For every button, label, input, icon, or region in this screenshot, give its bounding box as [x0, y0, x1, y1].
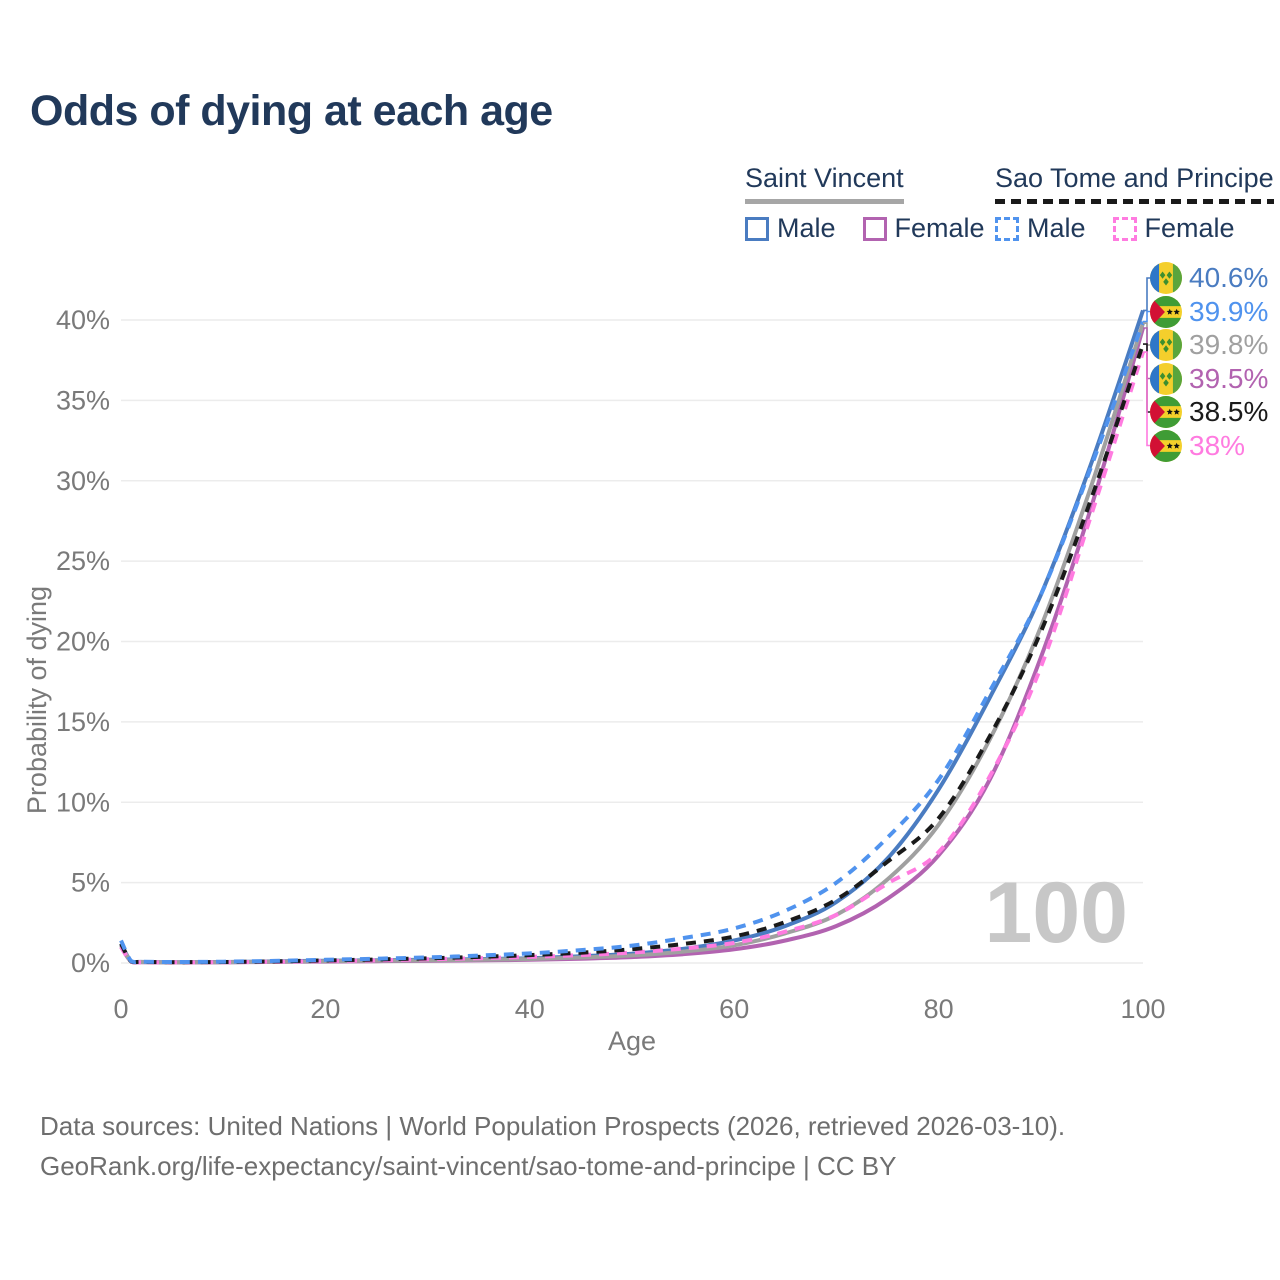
legend-label-female[interactable]: Female — [1144, 213, 1235, 243]
checkbox-saint-vincent-male[interactable] — [745, 216, 769, 241]
footer-attribution: GeoRank.org/life-expectancy/saint-vincen… — [40, 1151, 897, 1182]
saint-vincent-flag-icon — [1150, 262, 1182, 294]
series-end-value: 39.9% — [1189, 295, 1269, 327]
x-tick-label: 60 — [719, 994, 749, 1024]
x-tick-label: 0 — [113, 994, 128, 1024]
series-line-sao-tome-male — [119, 320, 1145, 965]
saint-vincent-flag-icon — [1150, 362, 1182, 395]
series-end-value: 38% — [1189, 429, 1246, 461]
end-label-saint-vincent-male: 40.6% — [1150, 261, 1268, 295]
legend-group-sao-tome: Sao Tome and Principe Male Female — [995, 163, 1274, 244]
checkbox-sao-tome-male[interactable] — [995, 216, 1019, 241]
legend-country-sao-tome: Sao Tome and Principe — [995, 163, 1274, 193]
sao-tome-flag-icon — [1150, 429, 1182, 462]
end-label-saint-vincent-all: 39.8% — [1150, 328, 1268, 362]
x-tick-label: 40 — [515, 994, 545, 1024]
legend-label-female[interactable]: Female — [894, 213, 985, 243]
x-tick-label: 100 — [1120, 994, 1165, 1024]
connector-line — [1143, 277, 1151, 312]
x-tick-label: 20 — [310, 994, 340, 1024]
y-tick-label: 25% — [56, 546, 110, 576]
y-tick-label: 35% — [56, 385, 110, 415]
age-watermark: 100 — [984, 865, 1129, 961]
x-axis-label: Age — [608, 1026, 656, 1056]
y-tick-label: 15% — [56, 707, 110, 737]
end-label-sao-tome-female: 38% — [1150, 429, 1245, 463]
footer-data-sources: Data sources: United Nations | World Pop… — [40, 1111, 1066, 1141]
series-end-value: 40.6% — [1189, 262, 1269, 293]
y-tick-label: 5% — [71, 868, 110, 898]
series-end-value: 38.5% — [1189, 396, 1269, 427]
y-tick-label: 20% — [56, 627, 110, 657]
saint-vincent-flag-icon — [1150, 329, 1182, 361]
y-tick-label: 40% — [56, 305, 110, 335]
x-tick-label: 80 — [924, 994, 954, 1024]
series-end-value: 39.5% — [1189, 362, 1269, 394]
checkbox-saint-vincent-female[interactable] — [862, 216, 887, 241]
checkbox-sao-tome-female[interactable] — [1112, 216, 1137, 241]
solid-line-swatch — [745, 199, 904, 204]
connector-line — [1143, 351, 1151, 447]
legend-label-male[interactable]: Male — [1027, 213, 1086, 243]
end-label-sao-tome-male: 39.9% — [1150, 295, 1268, 329]
footer: Data sources: United Nations | World Pop… — [40, 1106, 1065, 1187]
legend-label-male[interactable]: Male — [777, 213, 836, 243]
y-tick-label: 30% — [56, 466, 110, 496]
end-label-saint-vincent-female: 39.5% — [1150, 362, 1268, 396]
y-axis-label: Probability of dying — [22, 586, 52, 814]
sao-tome-flag-icon — [1150, 295, 1182, 328]
y-tick-label: 0% — [71, 948, 110, 978]
legend-group-saint-vincent: Saint Vincent Male Female — [745, 163, 1012, 244]
connector-line — [1143, 310, 1151, 323]
sao-tome-flag-icon — [1150, 396, 1182, 428]
y-tick-label: 10% — [56, 787, 110, 817]
series-end-value: 39.8% — [1189, 329, 1269, 360]
legend-country-saint-vincent: Saint Vincent — [745, 163, 904, 193]
page-title: Odds of dying at each age — [30, 87, 553, 135]
end-label-sao-tome-all: 38.5% — [1150, 395, 1268, 429]
dashed-line-swatch — [995, 199, 1274, 204]
